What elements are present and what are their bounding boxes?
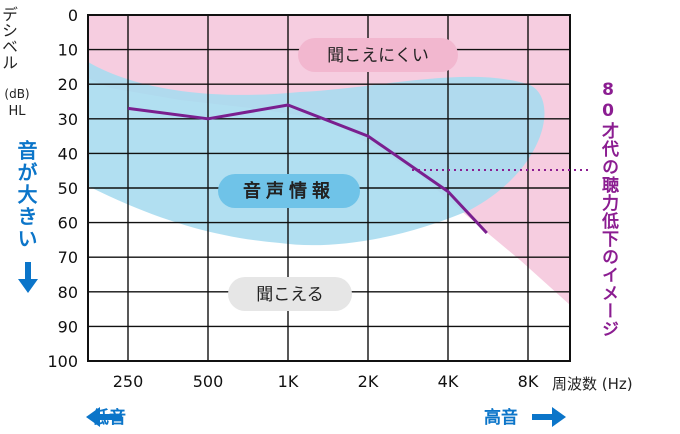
arrow-right-icon (532, 407, 566, 427)
pill-audible (228, 277, 352, 311)
high-pitch-label: 高音 (484, 408, 518, 428)
y-tick-label: 70 (58, 248, 78, 267)
y-tick-label: 20 (58, 75, 78, 94)
y-tick-label: 40 (58, 144, 78, 163)
y-tick-label: 10 (58, 41, 78, 60)
y-tick-label: 90 (58, 317, 78, 336)
y-tick-label: 50 (58, 179, 78, 198)
low-pitch-label: 低音 (92, 408, 126, 428)
pill-speech-info-label: 音声情報 (243, 180, 335, 202)
arrow-down-icon (18, 262, 38, 293)
x-tick-label: 2K (358, 372, 379, 391)
pill-audible-label: 聞こえる (256, 285, 324, 305)
y-tick-label: 30 (58, 110, 78, 129)
annotation-label: 80才代の聴力低下のイメージ (598, 80, 618, 338)
x-tick-label: 1K (278, 372, 299, 391)
y-tick-label: 100 (47, 352, 78, 371)
x-axis-label: 周波数 (Hz) (552, 375, 633, 393)
y-axis-unit-hl: HL (8, 104, 26, 119)
arrow-left-icon (86, 407, 122, 427)
x-tick-label: 500 (193, 372, 224, 391)
y-tick-label: 60 (58, 214, 78, 233)
pill-speech-info (218, 174, 360, 208)
x-tick-label: 8K (518, 372, 539, 391)
plot-frame (87, 14, 571, 362)
x-tick-label: 250 (113, 372, 144, 391)
hearing-loss-line (127, 103, 488, 235)
y-tick-label: 0 (68, 6, 78, 25)
x-tick-label: 4K (438, 372, 459, 391)
y-axis-label: デシベル (0, 6, 18, 70)
pill-hard-to-hear-label: 聞こえにくい (327, 46, 429, 66)
y-axis-unit: (dB) (4, 87, 30, 101)
pill-hard-to-hear (298, 38, 458, 72)
loudness-label: 音が大きい (14, 140, 38, 250)
y-tick-label: 80 (58, 283, 78, 302)
